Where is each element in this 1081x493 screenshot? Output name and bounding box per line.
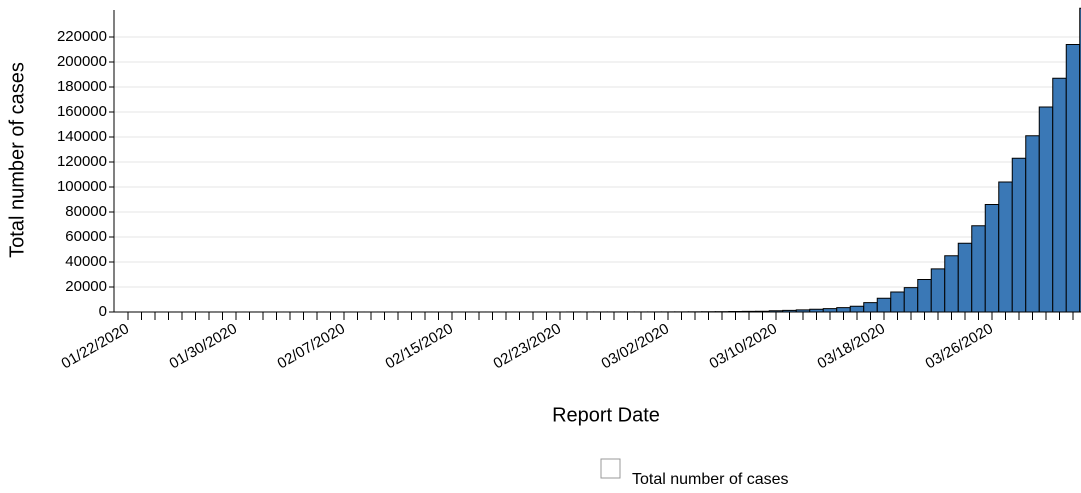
x-tick-label: 02/07/2020: [274, 320, 348, 372]
bar: [998, 181, 1013, 313]
y-tick-label: 0: [99, 303, 107, 320]
bar: [836, 307, 851, 313]
bar: [930, 268, 946, 313]
y-tick-label: 160000: [57, 103, 107, 120]
y-tick-label: 40000: [65, 253, 107, 270]
y-tick-label: 180000: [57, 78, 107, 95]
bar: [876, 297, 892, 313]
bar: [984, 204, 1000, 313]
y-tick-label: 220000: [57, 28, 107, 45]
bar: [890, 291, 905, 313]
y-tick-label: 60000: [65, 228, 107, 245]
x-tick-label: 02/23/2020: [490, 320, 564, 372]
plot-area: [120, 7, 1081, 313]
y-axis-title: Total number of cases: [6, 62, 28, 258]
bar: [944, 255, 959, 313]
x-tick-label: 03/10/2020: [706, 320, 780, 372]
x-tick-label: 03/26/2020: [922, 320, 996, 372]
bar: [903, 287, 919, 313]
bar: [957, 242, 973, 313]
x-axis-title: Report Date: [552, 404, 660, 426]
y-tick-label: 20000: [65, 278, 107, 295]
y-tick-label: 120000: [57, 153, 107, 170]
bar: [1011, 157, 1027, 313]
bar: [1079, 7, 1081, 313]
legend-checkbox[interactable]: [600, 458, 621, 479]
y-tick-label: 80000: [65, 203, 107, 220]
bar: [971, 225, 986, 313]
x-tick-label: 02/15/2020: [382, 320, 456, 372]
bar: [849, 305, 865, 313]
y-tick-label: 200000: [57, 53, 107, 70]
y-tick-label: 100000: [57, 178, 107, 195]
legend-label[interactable]: Total number of cases: [632, 471, 789, 488]
y-tick-label: 140000: [57, 128, 107, 145]
bar: [1052, 77, 1067, 313]
x-tick-label: 03/02/2020: [598, 320, 672, 372]
bar: [1025, 135, 1040, 313]
bar: [822, 308, 838, 313]
x-tick-label: 01/22/2020: [58, 320, 132, 372]
bar: [1038, 106, 1054, 313]
bar: [1065, 44, 1081, 313]
bar: [917, 279, 932, 313]
x-tick-label: 01/30/2020: [166, 320, 240, 372]
bar: [863, 302, 878, 313]
x-tick-label: 03/18/2020: [814, 320, 888, 372]
